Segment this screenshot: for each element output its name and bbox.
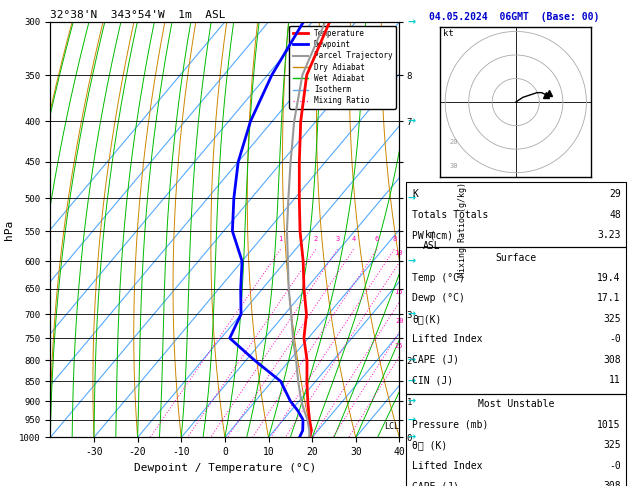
Text: 4: 4 [352,236,355,242]
Text: Lifted Index: Lifted Index [412,334,482,344]
Legend: Temperature, Dewpoint, Parcel Trajectory, Dry Adiabat, Wet Adiabat, Isotherm, Mi: Temperature, Dewpoint, Parcel Trajectory… [289,26,396,108]
Text: 1015: 1015 [598,420,621,430]
Text: 325: 325 [603,314,621,324]
Text: CIN (J): CIN (J) [412,375,453,385]
Text: 3.23: 3.23 [598,230,621,240]
Text: 308: 308 [603,481,621,486]
Text: 32°38'N  343°54'W  1m  ASL: 32°38'N 343°54'W 1m ASL [50,10,226,20]
X-axis label: Dewpoint / Temperature (°C): Dewpoint / Temperature (°C) [134,463,316,473]
Text: Dewp (°C): Dewp (°C) [412,294,465,303]
Text: 1: 1 [279,236,282,242]
Text: Totals Totals: Totals Totals [412,210,488,220]
Text: K: K [412,190,418,199]
Text: 2: 2 [314,236,318,242]
Text: →: → [408,17,416,27]
Text: CAPE (J): CAPE (J) [412,355,459,364]
Text: →: → [408,396,416,406]
Text: 6: 6 [375,236,379,242]
Text: 20: 20 [395,318,404,324]
Text: 15: 15 [394,289,403,295]
Text: Mixing Ratio (g/kg): Mixing Ratio (g/kg) [458,182,467,277]
Text: -0: -0 [609,461,621,470]
Text: Surface: Surface [495,253,537,262]
Text: θᴇ (K): θᴇ (K) [412,440,447,450]
Text: →: → [408,376,416,386]
Text: 48: 48 [609,210,621,220]
Text: PW (cm): PW (cm) [412,230,453,240]
Text: 29: 29 [609,190,621,199]
Text: Most Unstable: Most Unstable [477,399,554,409]
Text: 3: 3 [335,236,340,242]
Text: 8: 8 [392,236,396,242]
Text: →: → [408,433,416,442]
Text: →: → [408,193,416,203]
Text: →: → [408,415,416,425]
Text: 25: 25 [395,343,403,349]
Text: LCL: LCL [384,422,399,431]
Text: Temp (°C): Temp (°C) [412,273,465,283]
Y-axis label: hPa: hPa [4,220,14,240]
Text: Pressure (mb): Pressure (mb) [412,420,488,430]
Text: →: → [408,309,416,319]
Text: 308: 308 [603,355,621,364]
Text: 19.4: 19.4 [598,273,621,283]
Text: Lifted Index: Lifted Index [412,461,482,470]
Text: 10: 10 [394,250,403,257]
Text: →: → [408,116,416,126]
Text: 20: 20 [450,139,459,145]
Y-axis label: km
ASL: km ASL [422,230,440,251]
Text: 30: 30 [450,163,459,169]
Text: θᴇ(K): θᴇ(K) [412,314,442,324]
Text: CAPE (J): CAPE (J) [412,481,459,486]
Text: 325: 325 [603,440,621,450]
Text: 11: 11 [609,375,621,385]
Text: -0: -0 [609,334,621,344]
Text: 04.05.2024  06GMT  (Base: 00): 04.05.2024 06GMT (Base: 00) [430,12,599,22]
Text: →: → [408,355,416,365]
Text: →: → [408,256,416,266]
Text: 17.1: 17.1 [598,294,621,303]
Text: kt: kt [443,29,454,38]
